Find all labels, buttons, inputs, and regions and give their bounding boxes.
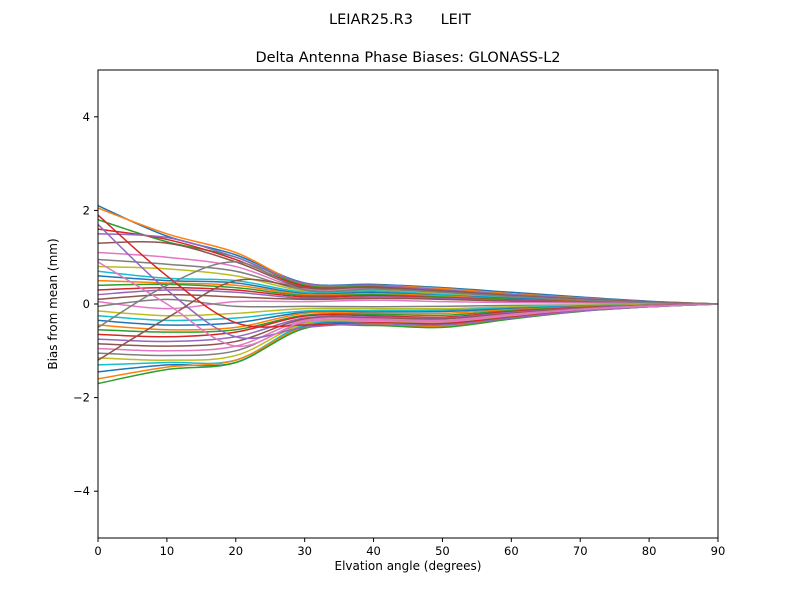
- x-tick-label: 50: [435, 544, 450, 558]
- x-tick-label: 90: [711, 544, 726, 558]
- series-line: [98, 261, 718, 347]
- x-tick-label: 30: [297, 544, 312, 558]
- x-tick-label: 80: [642, 544, 657, 558]
- y-axis-label: Bias from mean (mm): [46, 238, 60, 369]
- x-tick-label: 0: [94, 544, 101, 558]
- y-tick-label: −2: [73, 391, 90, 405]
- y-tick-label: 0: [83, 297, 90, 311]
- axes-ticks-group: 0 10 20 30 40 50 60 70 80 90 −4 −2 0 2 4: [73, 110, 725, 558]
- y-tick-label: −4: [73, 484, 90, 498]
- figure-suptitle: LEIAR25.R3 LEIT: [329, 12, 471, 28]
- x-tick-label: 70: [573, 544, 588, 558]
- y-tick-label: 4: [83, 110, 90, 124]
- x-tick-label: 10: [160, 544, 175, 558]
- axes-title: Delta Antenna Phase Biases: GLONASS-L2: [255, 50, 560, 66]
- series-line: [98, 223, 718, 340]
- x-axis-label: Elvation angle (degrees): [335, 559, 482, 573]
- series-line: [98, 299, 718, 310]
- x-tick-label: 60: [504, 544, 519, 558]
- y-tick-label: 2: [83, 203, 90, 217]
- plot-lines-group: [98, 204, 718, 385]
- x-tick-label: 20: [228, 544, 243, 558]
- series-line: [98, 261, 718, 329]
- x-tick-label: 40: [366, 544, 381, 558]
